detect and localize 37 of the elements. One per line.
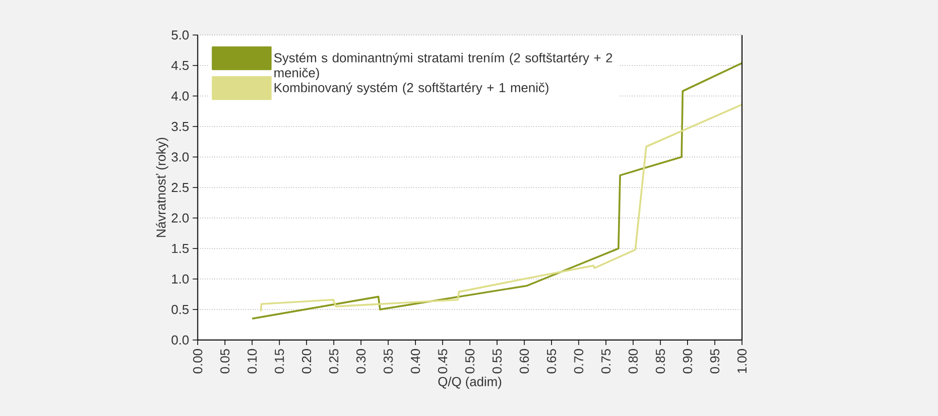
- x-tick-label: 0.25: [329, 349, 338, 374]
- x-tick-label: 0.40: [410, 349, 420, 374]
- x-tick-label: 0.90: [682, 349, 692, 374]
- x-tick-label: 0.70: [574, 349, 584, 374]
- x-tick-label: 0.95: [710, 349, 720, 374]
- y-tick-label: 2.5: [172, 182, 189, 192]
- x-tick-label: 0.65: [546, 349, 556, 374]
- x-tick-label: 0.55: [492, 349, 502, 374]
- y-tick-label: 5.0: [172, 30, 189, 40]
- y-tick-label: 4.5: [171, 60, 189, 70]
- x-tick-label: 0.15: [274, 349, 284, 374]
- x-tick-label: 0.45: [438, 349, 448, 374]
- x-tick-label: 0.30: [356, 349, 366, 374]
- y-tick-label: 4.0: [171, 91, 189, 101]
- legend-label: Systém s dominantnými stratami trením (2 softštartéry + 2 meniče): [274, 52, 612, 80]
- x-axis-title: Q/Q (adim): [438, 376, 502, 389]
- x-tick-label: 0.10: [248, 349, 257, 374]
- line-series: [260, 104, 743, 312]
- x-tick-label: 0.75: [601, 349, 611, 374]
- y-axis-title: Návratnosť (roky): [156, 138, 168, 237]
- x-tick-label: 0.35: [384, 349, 393, 374]
- y-tick-label: 0.0: [172, 335, 189, 345]
- x-tick-label: 0.50: [465, 349, 474, 374]
- y-tick-label: 2.0: [172, 213, 189, 223]
- y-tick-label: 1.5: [172, 244, 189, 254]
- x-tick-label: 0.05: [220, 349, 230, 374]
- x-tick-label: 0.20: [302, 349, 312, 374]
- x-tick-label: 0.60: [520, 349, 529, 374]
- y-tick-label: 3.5: [172, 122, 189, 132]
- x-tick-label: 0.80: [628, 349, 638, 374]
- legend-label: Kombinovaný systém (2 softštartéry + 1 menič): [274, 82, 548, 95]
- y-tick-label: 3.0: [172, 152, 189, 162]
- y-tick-label: 0.5: [172, 304, 189, 314]
- x-tick-label: 0.85: [656, 349, 665, 374]
- y-tick-label: 1.0: [172, 274, 189, 284]
- x-tick-label: 1.00: [737, 349, 747, 373]
- x-tick-label: 0.00: [193, 349, 202, 374]
